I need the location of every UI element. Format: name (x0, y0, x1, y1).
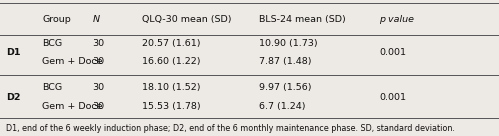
Text: 20.57 (1.61): 20.57 (1.61) (142, 39, 201, 48)
Text: 15.53 (1.78): 15.53 (1.78) (142, 102, 201, 111)
Text: BCG: BCG (42, 84, 62, 92)
Text: D1: D1 (6, 48, 20, 57)
Text: Gem + Doce: Gem + Doce (42, 57, 103, 66)
Text: 6.7 (1.24): 6.7 (1.24) (259, 102, 306, 111)
Text: Group: Group (42, 15, 71, 24)
Text: 30: 30 (92, 84, 104, 92)
Text: 16.60 (1.22): 16.60 (1.22) (142, 57, 201, 66)
Text: 0.001: 0.001 (379, 48, 406, 57)
Text: p value: p value (379, 15, 414, 24)
Text: D2: D2 (6, 93, 20, 102)
Text: N: N (92, 15, 99, 24)
Text: QLQ-30 mean (SD): QLQ-30 mean (SD) (142, 15, 232, 24)
Text: 7.87 (1.48): 7.87 (1.48) (259, 57, 312, 66)
Text: D1, end of the 6 weekly induction phase; D2, end of the 6 monthly maintenance ph: D1, end of the 6 weekly induction phase;… (6, 124, 455, 133)
Text: 30: 30 (92, 57, 104, 66)
Text: 0.001: 0.001 (379, 93, 406, 102)
Text: Gem + Doce: Gem + Doce (42, 102, 103, 111)
Text: BLS-24 mean (SD): BLS-24 mean (SD) (259, 15, 346, 24)
Text: 9.97 (1.56): 9.97 (1.56) (259, 84, 312, 92)
Text: BCG: BCG (42, 39, 62, 48)
Text: 10.90 (1.73): 10.90 (1.73) (259, 39, 318, 48)
Text: 30: 30 (92, 39, 104, 48)
Text: 30: 30 (92, 102, 104, 111)
Text: 18.10 (1.52): 18.10 (1.52) (142, 84, 201, 92)
